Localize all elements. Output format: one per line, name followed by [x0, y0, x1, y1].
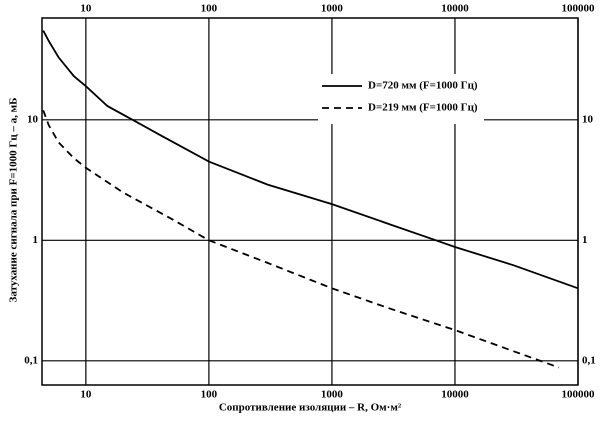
x-tick-label: 100	[201, 389, 218, 401]
y-tick-label: 0,1	[24, 354, 38, 366]
x-tick-label-top: 10000	[441, 3, 469, 15]
x-tick-label-top: 1000	[321, 3, 344, 15]
y-tick-label: 1	[33, 234, 39, 246]
x-tick-label-top: 100000	[562, 3, 596, 15]
y-tick-label-right: 10	[582, 113, 594, 125]
x-axis-label: Сопротивление изоляции – R, Ом·м²	[219, 402, 402, 414]
data-line	[42, 30, 579, 290]
data-line	[42, 109, 560, 369]
legend-label: D=720 мм (F=1000 Гц)	[368, 80, 478, 92]
y-tick-label: 10	[27, 113, 39, 125]
legend-box	[318, 74, 484, 124]
x-tick-label-top: 100	[201, 3, 218, 15]
legend-label: D=219 мм (F=1000 Гц)	[368, 102, 478, 114]
y-tick-label-right: 0,1	[582, 354, 596, 366]
y-tick-label-right: 1	[582, 234, 588, 246]
x-tick-label: 10	[80, 389, 92, 401]
y-axis-label: Затухание сигнала при F=1000 Гц – а, мБ	[8, 98, 20, 303]
plot-frame	[41, 17, 579, 386]
x-tick-label: 100000	[562, 389, 596, 401]
x-tick-label: 10000	[441, 389, 469, 401]
x-tick-label: 1000	[321, 389, 344, 401]
x-tick-label-top: 10	[80, 3, 92, 15]
